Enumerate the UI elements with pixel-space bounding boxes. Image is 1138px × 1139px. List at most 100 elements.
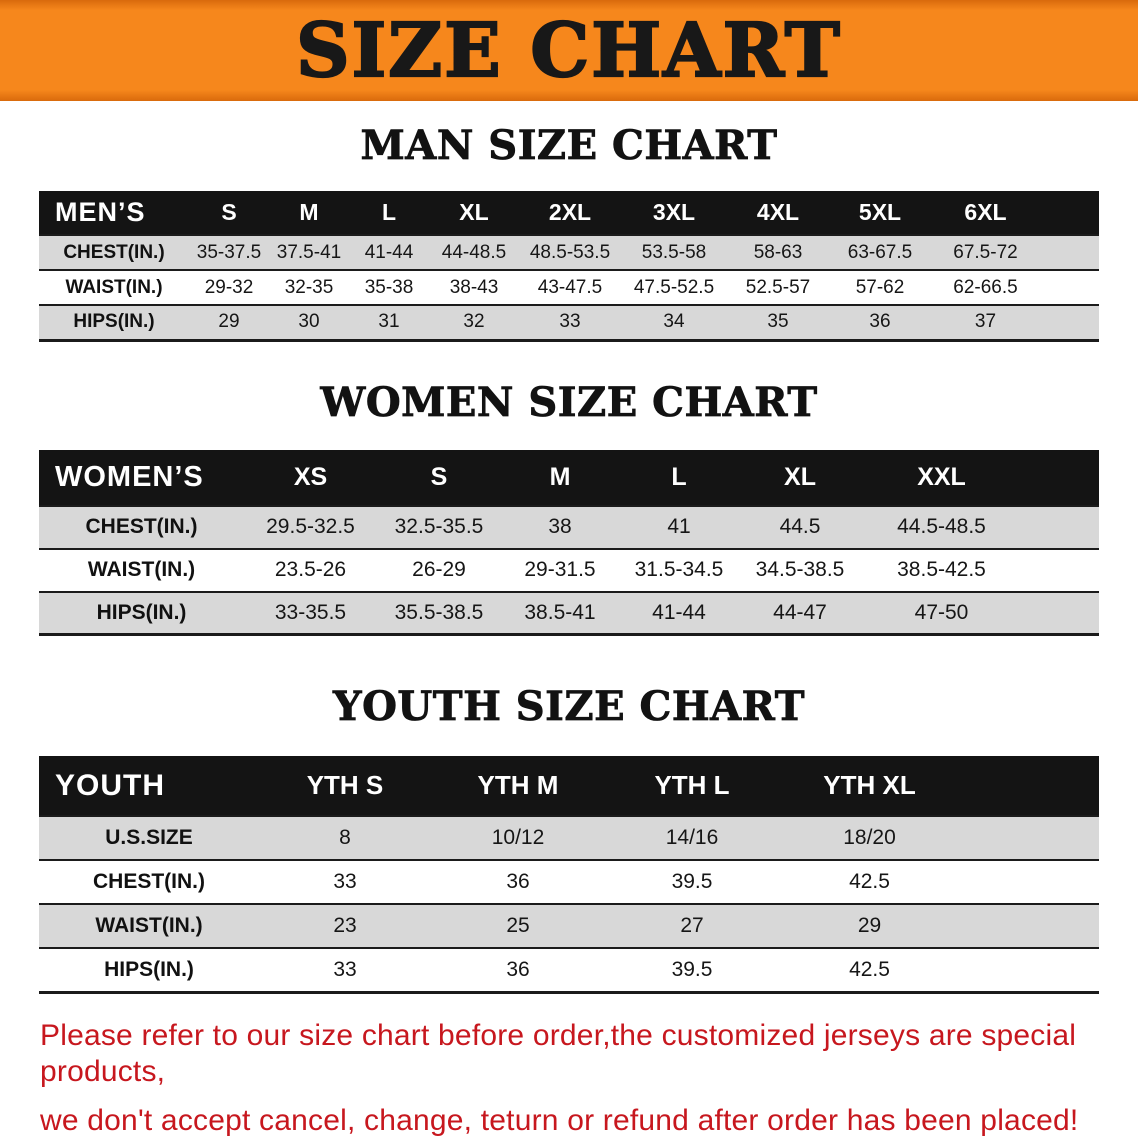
size-value-cell: 62-66.5 [953,276,1018,298]
size-column-header: 2XL [519,191,621,235]
table-header-row: MEN’S S M L XL 2XL 3XL 4XL 5XL 6XL [39,191,1099,235]
size-value-cell: 29.5-32.5 [266,515,355,538]
size-value-cell: 36 [869,311,891,333]
youth-size-table: YOUTH YTH S YTH M YTH L YTH XL U.S.SIZE 8 10/12… [39,756,1099,994]
size-value-cell: 33-35.5 [274,600,347,624]
size-value-cell: 44.5-48.5 [897,515,986,538]
size-column-header: M [501,449,619,506]
size-column-header: XL [429,191,519,235]
size-value-cell: 30 [298,311,320,333]
size-column-header: YTH S [259,756,431,816]
size-column-header: M [269,191,349,235]
size-value-cell: 47-50 [914,600,969,624]
banner: SIZE CHART [0,0,1138,101]
table-title-cell: MEN’S [39,191,189,235]
row-label-cell: U.S.SIZE [105,826,193,849]
row-label-cell: HIPS(IN.) [73,311,155,333]
size-value-cell: 23.5-26 [274,558,347,581]
size-value-cell: 32-35 [284,276,334,298]
size-value-cell: 47.5-52.5 [633,276,715,298]
size-value-cell: 29 [857,914,882,937]
measurement-row: HIPS(IN.) 33 36 39.5 42.5 [39,948,1099,992]
size-column-header: S [377,449,501,506]
table-header-row: YOUTH YTH S YTH M YTH L YTH XL [39,756,1099,816]
row-label-cell: CHEST(IN.) [85,515,198,538]
size-value-cell: 31.5-34.5 [634,558,724,581]
size-value-cell: 44.5 [779,515,821,538]
size-value-cell: 34 [663,311,685,333]
section-youth-size-chart: YOUTH SIZE CHART YOUTH YTH S YTH M YTH L YTH… [0,683,1138,994]
size-value-cell: 33 [559,311,581,333]
size-value-cell: 31 [378,311,400,333]
size-column-header: L [349,191,429,235]
size-value-cell: 35-38 [364,276,414,298]
row-label-cell: CHEST(IN.) [63,241,165,263]
men-size-chart-heading: MAN SIZE CHART [360,122,778,169]
size-value-cell: 57-62 [855,276,905,298]
notice-line-2: we don't accept cancel, change, teturn o… [40,1103,1079,1137]
size-value-cell: 26-29 [412,558,466,581]
measurement-row: WAIST(IN.) 23.5-26 26-29 29-31.5 31.5-34.5 34… [39,548,1099,592]
table-title-cell: YOUTH [39,756,259,816]
size-value-cell: 8 [339,826,351,849]
size-value-cell: 23 [333,914,357,937]
size-column-header: L [619,449,739,506]
page-title: SIZE CHART [295,7,842,94]
size-value-cell: 33 [333,957,357,981]
size-value-cell: 48.5-53.5 [529,241,611,263]
size-value-cell: 38 [548,515,572,538]
size-value-cell: 29 [218,311,240,333]
table-title-cell: WOMEN’S [39,449,244,506]
size-column-header: YTH M [431,756,605,816]
row-label-cell: WAIST(IN.) [65,276,163,298]
size-value-cell: 52.5-57 [745,276,811,298]
size-value-cell: 32.5-35.5 [394,515,484,538]
size-value-cell: 39.5 [671,957,713,981]
size-value-cell: 44-48.5 [441,241,507,263]
size-value-cell: 35.5-38.5 [394,600,484,624]
notice-line-1: Please refer to our size chart before or… [40,1018,1077,1088]
size-value-cell: 35-37.5 [196,241,262,263]
size-value-cell: 38.5-41 [524,600,596,624]
size-value-cell: 14/16 [665,826,719,849]
size-value-cell: 25 [506,914,530,937]
size-column-header: 5XL [829,191,931,235]
size-value-cell: 41-44 [364,241,414,263]
size-value-cell: 42.5 [849,870,890,893]
footer-notice: Please refer to our size chart before or… [40,1018,1100,1139]
size-column-header: XS [244,449,377,506]
size-value-cell: 43-47.5 [537,276,603,298]
size-column-header: 3XL [621,191,727,235]
row-label-cell: HIPS(IN.) [104,957,194,981]
size-value-cell: 41-44 [652,600,706,624]
men-size-table: MEN’S S M L XL 2XL 3XL 4XL 5XL 6XL CHEST(IN.) 35-37… [39,191,1099,342]
size-value-cell: 37 [974,311,997,333]
size-column-header: XL [739,449,861,506]
size-column-header: YTH L [605,756,779,816]
size-value-cell: 29-32 [204,276,254,298]
row-label-cell: WAIST(IN.) [87,558,196,581]
size-value-cell: 41 [667,515,691,538]
size-value-cell: 10/12 [491,826,545,849]
size-value-cell: 58-63 [753,241,803,263]
section-women-size-chart: WOMEN SIZE CHART WOMEN’S XS S M L XL XXL CHEST(… [0,378,1138,637]
measurement-row: HIPS(IN.) 33-35.5 35.5-38.5 38.5-41 41-44 44-… [39,591,1099,635]
size-value-cell: 42.5 [849,957,890,981]
size-value-cell: 34.5-38.5 [755,558,845,581]
size-value-cell: 39.5 [671,870,713,893]
size-value-cell: 53.5-58 [641,241,707,263]
row-label-cell: CHEST(IN.) [93,870,205,893]
size-value-cell: 38.5-42.5 [897,558,986,581]
size-column-header: 4XL [727,191,829,235]
size-value-cell: 18/20 [843,826,896,849]
row-label-cell: HIPS(IN.) [96,600,187,624]
size-column-header: 6XL [931,191,1099,235]
size-value-cell: 44-47 [773,600,827,624]
size-column-header: XXL [861,449,1099,506]
row-label-cell: WAIST(IN.) [95,914,203,937]
size-value-cell: 36 [506,870,530,893]
size-value-cell: 27 [680,914,704,937]
measurement-row: CHEST(IN.) 29.5-32.5 32.5-35.5 38 41 44.5 44.5… [39,505,1099,549]
women-size-chart-heading: WOMEN SIZE CHART [320,378,818,426]
